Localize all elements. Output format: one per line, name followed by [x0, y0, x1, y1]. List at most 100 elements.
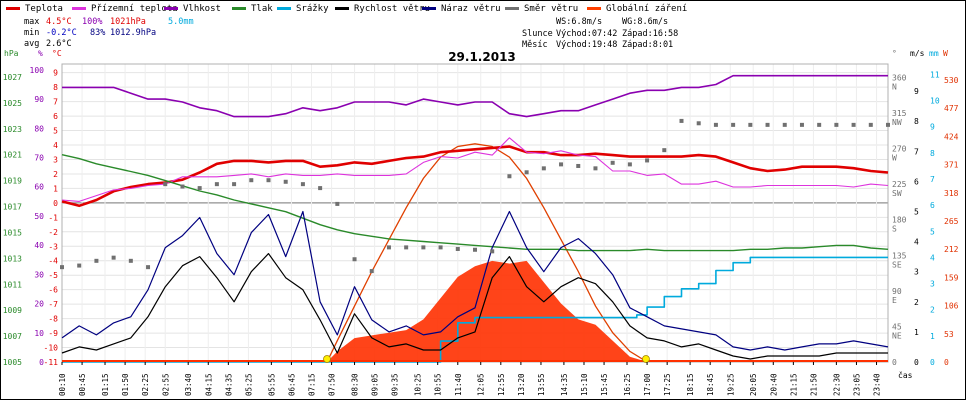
axis-tick-temp: 3 — [53, 155, 58, 164]
axis-tick-ms: 3 — [914, 268, 919, 277]
x-tick-label: 16:25 — [623, 373, 632, 396]
x-tick-label: 12:05 — [477, 373, 486, 396]
axis-tick-pct: 50 — [34, 212, 44, 221]
axis-tick-mm: 3 — [930, 280, 935, 289]
axis-tick-mm: 11 — [930, 70, 940, 79]
x-tick-label: 18:45 — [706, 373, 715, 396]
series-smer-vetru-point — [335, 201, 340, 206]
x-tick-label: 21:50 — [809, 373, 818, 396]
series-smer-vetru-point — [610, 160, 615, 165]
legend-swatch-naraz-vetru — [422, 7, 436, 10]
series-smer-vetru-point — [834, 122, 839, 127]
axis-tick-mm: 2 — [930, 306, 935, 315]
axis-tick-pct: 90 — [34, 95, 44, 104]
axis-tick-dir: 270 — [892, 145, 907, 154]
axis-tick-w: 477 — [944, 104, 959, 113]
axis-tick-temp: 1 — [53, 184, 58, 193]
series-smer-vetru-point — [300, 182, 305, 187]
x-tick-label: 20:05 — [749, 373, 758, 396]
series-vlhkost — [62, 74, 888, 118]
series-smer-vetru-point — [559, 162, 564, 167]
axis-tick-temp: -4 — [48, 257, 58, 266]
stat-avg-label: avg — [24, 39, 39, 49]
x-tick-label: 02:55 — [161, 373, 170, 396]
axis-unit-mm: mm — [929, 49, 939, 58]
series-smer-vetru-point — [713, 122, 718, 127]
x-tick-label: 07:15 — [308, 373, 317, 396]
axis-tick-temp: 0 — [53, 199, 58, 208]
axis-unit-hpa: hPa — [4, 49, 19, 58]
axis-tick-hpa: 1017 — [3, 203, 22, 212]
stat-max-press: 1021hPa — [110, 17, 146, 27]
axis-tick-mm: 5 — [930, 227, 935, 236]
axis-tick-w: 318 — [944, 189, 959, 198]
x-tick-label: 15:10 — [580, 373, 589, 396]
legend-swatch-srazky — [277, 7, 291, 10]
stat-max-hum: 100% — [82, 17, 102, 27]
axis-tick-w: 424 — [944, 132, 959, 141]
axis-tick-mm: 9 — [930, 123, 935, 132]
axis-tick-hpa: 1021 — [3, 151, 22, 160]
series-smer-vetru-point — [232, 182, 237, 187]
x-tick-label: 14:35 — [560, 373, 569, 396]
axis-tick-ms: 8 — [914, 117, 919, 126]
series-smer-vetru-point — [283, 179, 288, 184]
series-smer-vetru-point — [473, 247, 477, 252]
x-tick-label: 09:35 — [391, 373, 400, 396]
series-smer-vetru-point — [455, 246, 460, 251]
axis-tick-dir: 90 — [892, 287, 902, 296]
x-tick-label: 17:00 — [643, 373, 652, 396]
series-smer-vetru-point — [782, 122, 787, 127]
series-rychlost-vetru — [61, 253, 888, 360]
axis-tick-temp: -7 — [48, 300, 58, 309]
x-tick-label: 08:30 — [351, 373, 360, 396]
axis-tick-mm: 0 — [930, 358, 935, 367]
legend-label-smer-vetru: Směr větru — [524, 4, 578, 14]
axis-letter-dir: N — [892, 82, 897, 91]
axis-tick-ms: 1 — [914, 328, 919, 337]
axis-tick-temp: -2 — [48, 228, 58, 237]
stat-avg-temp: 2.6°C — [46, 39, 72, 49]
info-moon-rise: Východ:19:48 — [556, 40, 617, 50]
series-smer-vetru-point — [576, 163, 581, 168]
legend-swatch-smer-vetru — [505, 7, 519, 10]
series-srazky — [62, 256, 888, 363]
series-smer-vetru-point — [197, 186, 202, 191]
x-tick-label: 05:55 — [267, 373, 276, 396]
axis-tick-w: 530 — [944, 76, 959, 85]
info-moon-label: Měsíc — [522, 40, 548, 50]
stat-min-label: min — [24, 28, 39, 38]
axis-tick-temp: 8 — [53, 83, 58, 92]
axis-tick-w: 53 — [944, 330, 954, 339]
axis-unit-pct: % — [38, 49, 43, 58]
axis-tick-ms: 0 — [914, 358, 919, 367]
info-moon-set: Západ:8:01 — [622, 40, 673, 50]
axis-tick-temp: -8 — [48, 315, 58, 324]
axis-tick-temp: 4 — [53, 141, 58, 150]
axis-tick-mm: 8 — [930, 149, 935, 158]
series-smer-vetru-point — [249, 178, 254, 183]
x-tick-label: 11:40 — [454, 373, 463, 396]
axis-tick-w: 159 — [944, 273, 959, 282]
series-smer-vetru-point — [679, 118, 684, 123]
legend: Teplota Přízemní teplota Vlhkost Tlak Srážky… — [6, 4, 687, 14]
x-tick-label: 05:25 — [244, 373, 253, 396]
x-tick-label: 01:50 — [121, 373, 130, 396]
series-smer-vetru-point — [765, 122, 770, 127]
axis-tick-dir: 0 — [892, 358, 897, 367]
axis-tick-pct: 0 — [39, 358, 44, 367]
axis-tick-hpa: 1007 — [3, 332, 22, 341]
axis-tick-ms: 4 — [914, 238, 919, 247]
x-tick-label: 17:25 — [663, 373, 672, 396]
series-smer-vetru-point — [386, 245, 391, 250]
axis-tick-hpa: 1023 — [3, 125, 22, 134]
stat-max-label: max — [24, 17, 39, 27]
axis-tick-pct: 60 — [34, 183, 44, 192]
axis-tick-hpa: 1013 — [3, 254, 22, 263]
info-wg: WG:8.6m/s — [622, 17, 668, 27]
series-smer-vetru-point — [851, 122, 856, 127]
axis-tick-hpa: 1005 — [3, 358, 22, 367]
axis-unit-temp: °C — [52, 49, 62, 58]
series-smer-vetru-point — [318, 186, 323, 191]
